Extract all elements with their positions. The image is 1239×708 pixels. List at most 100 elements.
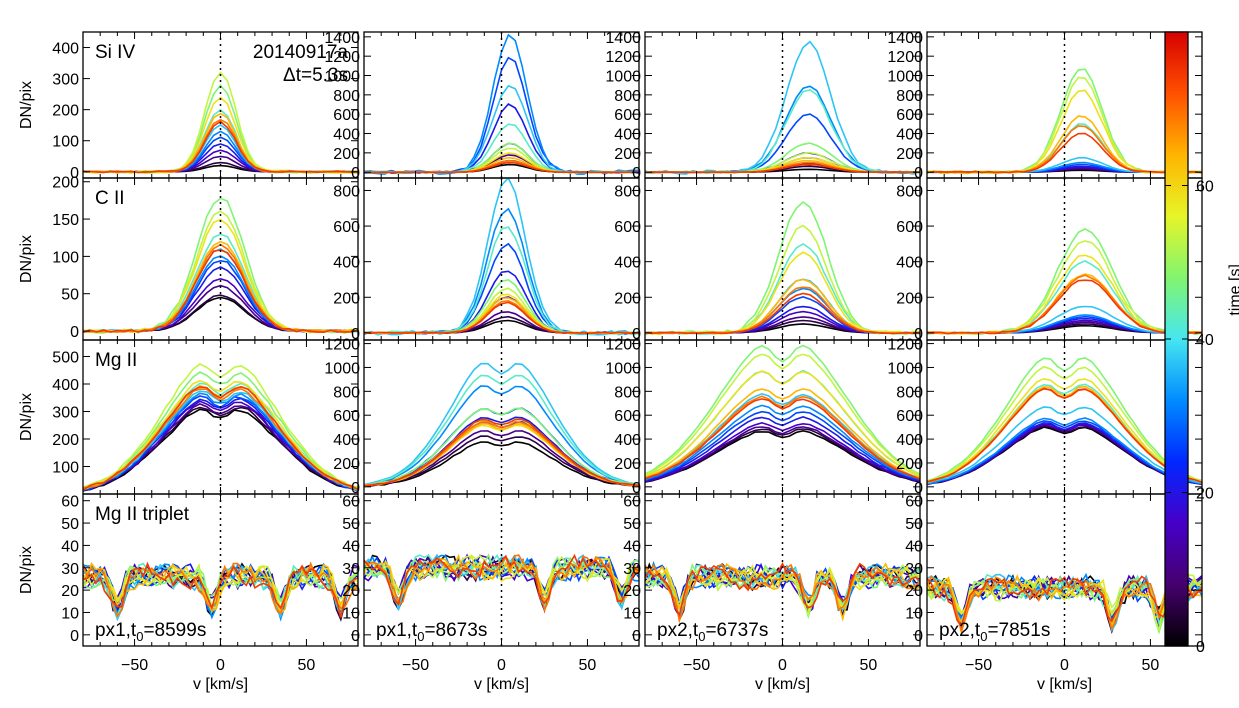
y-tick-label: 800	[896, 183, 923, 200]
y-axis-label: DN/pix	[18, 393, 35, 441]
series-line-t14	[83, 561, 358, 618]
y-tick-label: 0	[632, 480, 641, 497]
y-tick-label: 0	[351, 165, 360, 182]
series-line-t1	[83, 294, 358, 333]
y-tick-label: 1000	[605, 69, 641, 86]
y-tick-label: 50	[61, 287, 79, 304]
y-tick-label: 200	[896, 146, 923, 163]
y-tick-label: 400	[614, 127, 641, 144]
y-tick-label: 1200	[887, 49, 923, 66]
y-tick-label: 40	[342, 538, 360, 555]
x-tick-label: −50	[683, 657, 710, 674]
series-line-t7	[364, 553, 639, 611]
series-line-t8	[364, 374, 639, 486]
series-line-t7	[364, 362, 639, 486]
y-tick-label: 10	[623, 605, 641, 622]
x-axis-label: v [km/s]	[193, 676, 248, 693]
x-axis-label: v [km/s]	[1037, 676, 1092, 693]
y-tick-label: 200	[896, 456, 923, 473]
y-tick-label: 600	[896, 219, 923, 236]
y-tick-label: 500	[52, 350, 79, 367]
panel-r2-c2: 0 200 400 600 800	[333, 177, 640, 343]
y-tick-label: 600	[333, 219, 360, 236]
panel-pixel-label: px1,t0=8673s	[376, 620, 487, 644]
y-tick-label: 60	[623, 494, 641, 511]
y-tick-label: 50	[61, 516, 79, 533]
panel-r1-c4: 0 200 400 600 800 1000 1200 1400	[887, 30, 1203, 182]
series-line-t11	[364, 293, 639, 335]
x-tick-label: 50	[579, 657, 597, 674]
panel-r3-c1: 100 200 300 400 500 Mg II DN/pix	[18, 339, 359, 495]
y-tick-label: 20	[623, 583, 641, 600]
y-tick-label: 60	[61, 494, 79, 511]
y-tick-label: 1400	[605, 30, 641, 47]
y-tick-label: 1000	[324, 69, 360, 86]
y-tick-label: 800	[614, 183, 641, 200]
series-line-t14	[927, 132, 1202, 174]
y-tick-label: 0	[70, 324, 79, 341]
y-tick-label: 800	[333, 88, 360, 105]
curves	[927, 68, 1202, 175]
y-tick-label: 30	[623, 561, 641, 578]
series-line-t14	[645, 163, 920, 174]
y-tick-label: 600	[896, 408, 923, 425]
y-tick-label: 1200	[605, 49, 641, 66]
series-line-t5	[83, 259, 358, 333]
series-line-t11	[364, 555, 639, 598]
observation-id: 20140917a	[253, 42, 349, 63]
y-tick-label: 50	[342, 516, 360, 533]
series-line-t1	[364, 315, 639, 334]
panel-r4-c1: 0 10 20 30 40 50 60 −50 0 50 v [km/s] px1,t0=8599s M…	[18, 493, 359, 693]
x-tick-label: 50	[1142, 657, 1160, 674]
y-tick-label: 1400	[324, 30, 360, 47]
y-tick-label: 600	[614, 408, 641, 425]
y-tick-label: 1200	[324, 49, 360, 66]
y-tick-label: 20	[342, 583, 360, 600]
series-line-t12	[927, 573, 1202, 629]
y-tick-label: 200	[896, 290, 923, 307]
x-axis-label: v [km/s]	[755, 676, 810, 693]
panel-pixel-label: px2,t0=7851s	[939, 620, 1050, 644]
series-line-t7	[645, 40, 920, 175]
y-tick-label: 100	[52, 460, 79, 477]
y-tick-label: 200	[614, 456, 641, 473]
colorbar-tick-label: 0	[1196, 639, 1205, 656]
x-tick-label: −50	[965, 657, 992, 674]
y-tick-label: 600	[896, 107, 923, 124]
y-tick-label: 0	[70, 628, 79, 645]
panel-r3-c3: 0 200 400 600 800 1000 1200	[605, 337, 921, 497]
x-tick-label: 50	[298, 657, 316, 674]
y-tick-label: 1000	[605, 360, 641, 377]
y-tick-label: 400	[896, 127, 923, 144]
y-tick-label: 200	[333, 146, 360, 163]
y-tick-label: 600	[333, 107, 360, 124]
x-tick-label: 0	[778, 657, 787, 674]
panel-pixel-label: px2,t0=6737s	[657, 620, 768, 644]
series-line-t14	[364, 301, 639, 335]
y-axis-label: DN/pix	[18, 235, 35, 283]
panel-r1-c2: 0 200 400 600 800 1000 1200 1400	[324, 30, 640, 182]
x-tick-label: 0	[497, 657, 506, 674]
row-label: C II	[95, 188, 125, 209]
series-line-t0	[83, 408, 358, 492]
series-line-t9	[364, 553, 639, 608]
colorbar-tick-label: 20	[1196, 486, 1214, 503]
series-line-t9	[364, 407, 639, 487]
panel-r2-c1: 0 50 100 150 200 C II DN/pix	[18, 175, 359, 341]
y-tick-label: 400	[52, 41, 79, 58]
y-tick-label: 600	[614, 107, 641, 124]
y-tick-label: 1000	[887, 360, 923, 377]
series-line-t14	[927, 387, 1202, 483]
series-line-t14	[927, 575, 1202, 629]
y-tick-label: 200	[333, 290, 360, 307]
y-tick-label: 400	[52, 377, 79, 394]
y-tick-label: 100	[52, 249, 79, 266]
panel-r4-c3: 0 10 20 30 40 50 60 −50 0 50 v [km/s] px2,t0=6737s	[623, 493, 921, 693]
curves	[83, 197, 358, 334]
y-tick-label: 0	[632, 326, 641, 343]
curves	[645, 40, 920, 175]
y-tick-label: 0	[351, 326, 360, 343]
series-line-t8	[645, 89, 920, 175]
colorbar-tick-label: 60	[1196, 179, 1214, 196]
